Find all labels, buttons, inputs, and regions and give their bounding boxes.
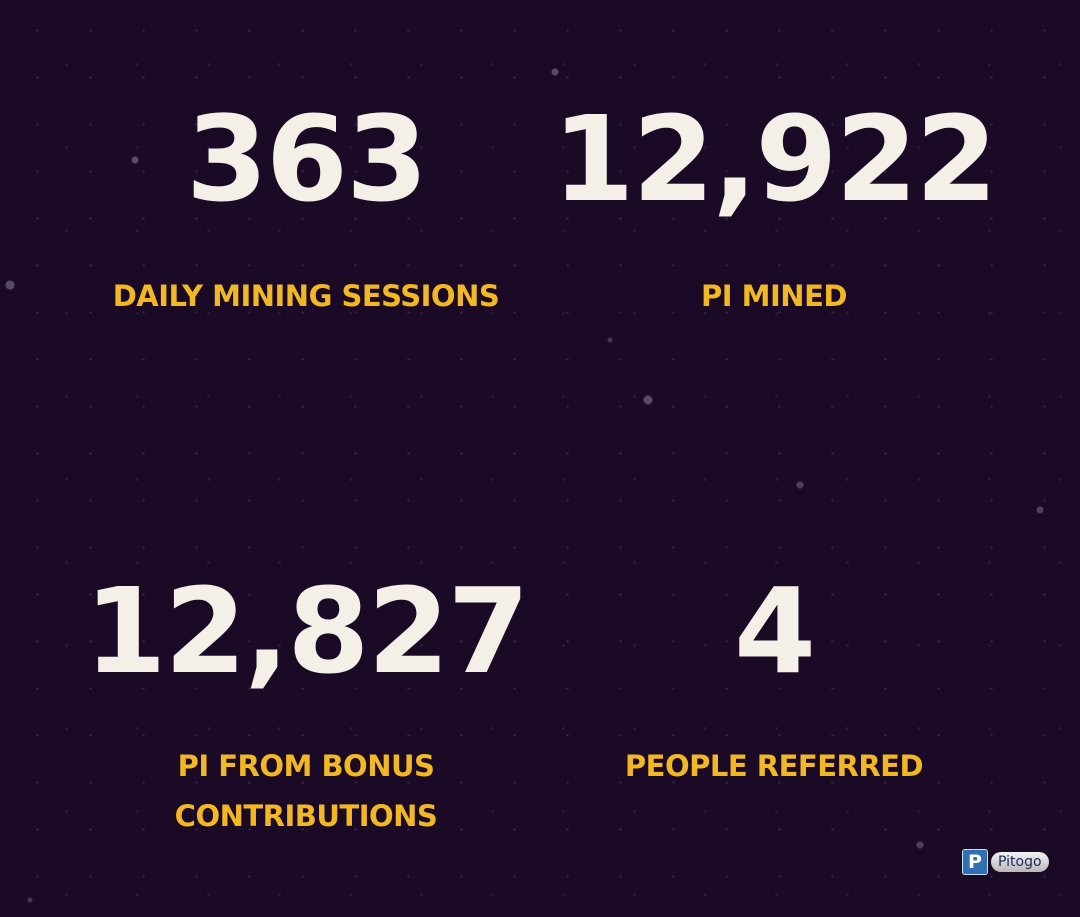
stat-label: PI MINED bbox=[701, 279, 847, 313]
stat-value: 4 bbox=[733, 562, 816, 700]
stat-label: PEOPLE REFERRED bbox=[624, 749, 924, 783]
stat-value: 12,922 bbox=[552, 90, 997, 228]
watermark-text: Pitogo bbox=[991, 852, 1049, 872]
stat-label: PI FROM BONUS CONTRIBUTIONS bbox=[174, 749, 438, 833]
watermark-icon: P bbox=[962, 849, 988, 875]
stat-value: 363 bbox=[185, 90, 428, 228]
stat-label: DAILY MINING SESSIONS bbox=[112, 279, 500, 313]
watermark: P Pitogo bbox=[962, 849, 1049, 875]
stat-value: 12,827 bbox=[84, 562, 529, 700]
